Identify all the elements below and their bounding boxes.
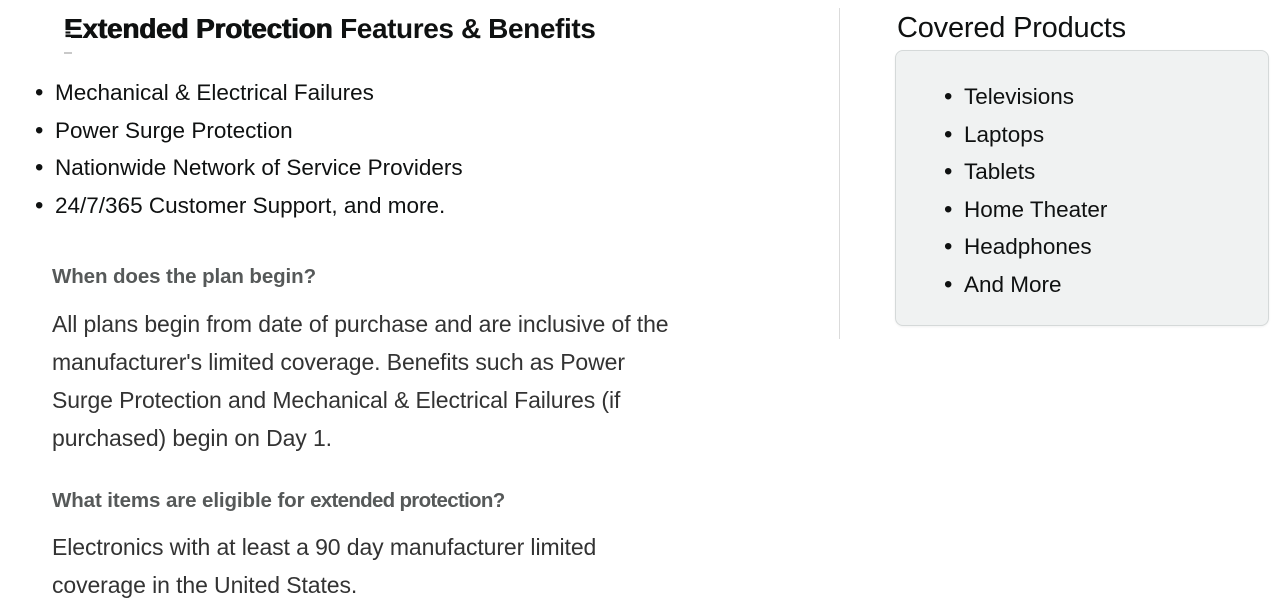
list-item: Nationwide Network of Service Providers [33,149,840,187]
benefits-list: Mechanical & Electrical Failures Power S… [33,74,840,224]
faq-item-eligible-items: What items are eligible for extended pro… [52,488,797,604]
covered-products-list: Televisions Laptops Tablets Home Theater… [944,78,1268,304]
features-benefits-section: Extended Protection Features & Benefits … [0,0,840,604]
faq-question-text: When does the plan begin? [52,265,317,288]
page-title: Extended Protection Features & Benefits [64,10,840,48]
covered-products-title: Covered Products [897,12,1126,44]
list-item: Laptops [944,116,1268,154]
page-title-primary: Extended Protection [64,13,333,44]
list-item: Power Surge Protection [33,112,840,150]
page-title-secondary: Features & Benefits [340,13,596,44]
faq-answer: All plans begin from date of purchase an… [52,305,797,457]
faq-answer-line: coverage in the United States. [52,572,358,598]
covered-products-box: Televisions Laptops Tablets Home Theater… [895,50,1269,326]
list-item: Televisions [944,78,1268,116]
vertical-divider [839,8,840,339]
list-item: Home Theater [944,191,1268,229]
faq-answer-line: manufacturer's limited coverage. Benefit… [52,349,625,375]
covered-products-section: Covered Products Televisions Laptops Tab… [895,0,1271,326]
list-item: And More [944,266,1268,304]
faq-question: When does the plan begin? [52,264,797,289]
faq-answer: Electronics with at least a 90 day manuf… [52,528,797,604]
faq-answer-line: purchased) begin on Day 1. [52,425,332,451]
faq-question-subtext: extended protection? [310,489,505,512]
faq-question: What items are eligible for extended pro… [52,488,797,513]
faq-question-text: What items are eligible for [52,489,305,512]
faq-answer-line: Electronics with at least a 90 day manuf… [52,534,597,560]
faq-item-plan-begin: When does the plan begin? All plans begi… [52,264,797,457]
faq-answer-line: Surge Protection and Mechanical & Electr… [52,387,621,413]
list-item: Mechanical & Electrical Failures [33,74,840,112]
list-item: Tablets [944,153,1268,191]
list-item: Headphones [944,228,1268,266]
list-item: 24/7/365 Customer Support, and more. [33,187,840,225]
faq-answer-line: All plans begin from date of purchase an… [52,311,669,337]
